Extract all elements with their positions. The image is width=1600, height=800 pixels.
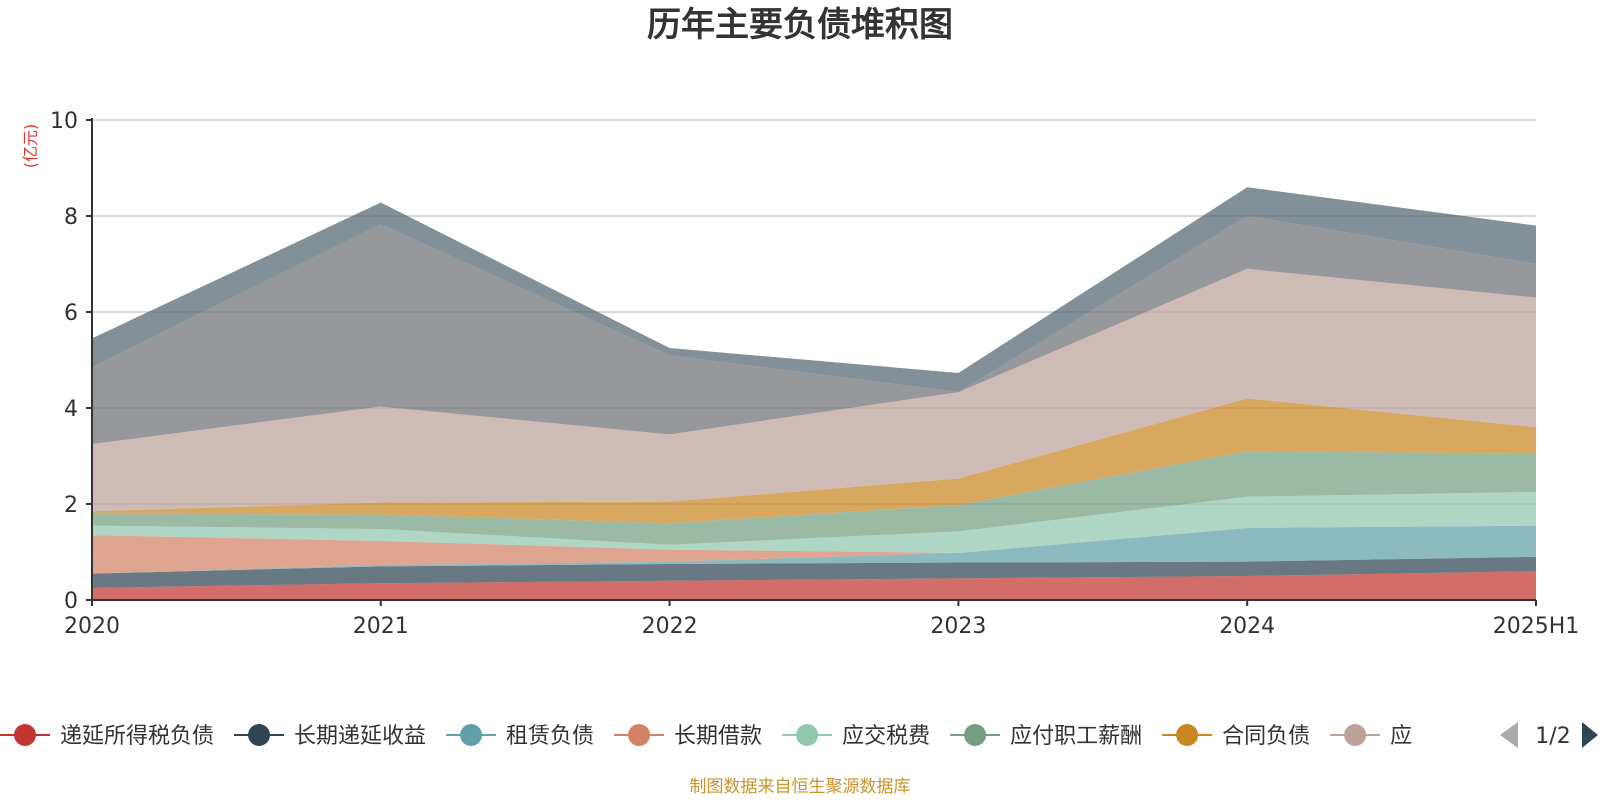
legend-marker	[248, 724, 271, 746]
legend-label: 递延所得税负债	[60, 724, 214, 749]
legend-next-page-icon[interactable]	[1582, 722, 1598, 748]
x-tick-label: 2025H1	[1493, 614, 1580, 639]
legend-marker	[460, 724, 483, 746]
axes: 0 2 4 6 8 10 2020 2021 2022 2023 2024 2025H1	[50, 109, 1579, 639]
legend-label: 长期借款	[674, 724, 762, 749]
legend-marker	[1344, 724, 1367, 746]
legend-page-indicator: 1/2	[1535, 724, 1570, 749]
y-tick-label: 4	[64, 397, 78, 422]
legend-item[interactable]: 应付职工薪酬	[950, 724, 1142, 749]
legend-label: 租赁负债	[506, 724, 594, 749]
x-tick-label: 2023	[930, 614, 986, 639]
area-series-4[interactable]	[92, 525, 1536, 574]
x-tick-label: 2020	[64, 614, 120, 639]
area-series-8[interactable]	[92, 268, 1536, 512]
legend-item[interactable]: 租赁负债	[446, 724, 594, 749]
legend: 递延所得税负债 长期递延收益 租赁负债 长期借款 应交税费 应付职工薪酬 合同负债 应 1/2	[0, 722, 1598, 749]
x-tick-label: 2024	[1219, 614, 1275, 639]
legend-marker	[1176, 724, 1199, 746]
area-series-9[interactable]	[92, 216, 1536, 444]
x-tick-label: 2022	[642, 614, 698, 639]
area-series-3[interactable]	[92, 525, 1536, 574]
legend-label: 应付职工薪酬	[1010, 724, 1142, 749]
legend-prev-page-icon[interactable]	[1500, 722, 1518, 748]
legend-label: 长期递延收益	[294, 724, 426, 749]
legend-item[interactable]: 长期递延收益	[234, 724, 426, 749]
area-series-group	[92, 187, 1536, 600]
legend-label: 应交税费	[842, 724, 930, 749]
legend-marker	[796, 724, 819, 746]
y-tick-label: 10	[50, 109, 78, 134]
data-source-footer: 制图数据来自恒生聚源数据库	[690, 777, 911, 797]
area-series-7[interactable]	[92, 398, 1536, 524]
area-series-2[interactable]	[92, 556, 1536, 588]
legend-marker	[964, 724, 987, 746]
legend-item[interactable]: 长期借款	[614, 724, 762, 749]
legend-label: 合同负债	[1222, 724, 1310, 749]
legend-items: 递延所得税负债 长期递延收益 租赁负债 长期借款 应交税费 应付职工薪酬 合同负债 应	[0, 724, 1412, 749]
area-series-6[interactable]	[92, 451, 1536, 545]
legend-item[interactable]: 应交税费	[782, 724, 930, 749]
legend-label: 应	[1390, 724, 1412, 749]
area-series-1[interactable]	[92, 571, 1536, 600]
y-tick-label: 6	[64, 301, 78, 326]
legend-item[interactable]: 合同负债	[1162, 724, 1310, 749]
y-tick-label: 0	[64, 589, 78, 614]
y-axis-unit-label: (亿元)	[21, 124, 40, 169]
y-tick-label: 8	[64, 205, 78, 230]
area-series-10[interactable]	[92, 187, 1536, 393]
x-tick-label: 2021	[353, 614, 409, 639]
legend-marker	[628, 724, 651, 746]
chart-title: 历年主要负债堆积图	[647, 5, 953, 45]
legend-item[interactable]: 应	[1330, 724, 1412, 749]
area-series-5[interactable]	[92, 492, 1536, 553]
y-tick-label: 2	[64, 493, 78, 518]
legend-item[interactable]: 递延所得税负债	[0, 724, 214, 749]
legend-marker	[14, 724, 36, 746]
